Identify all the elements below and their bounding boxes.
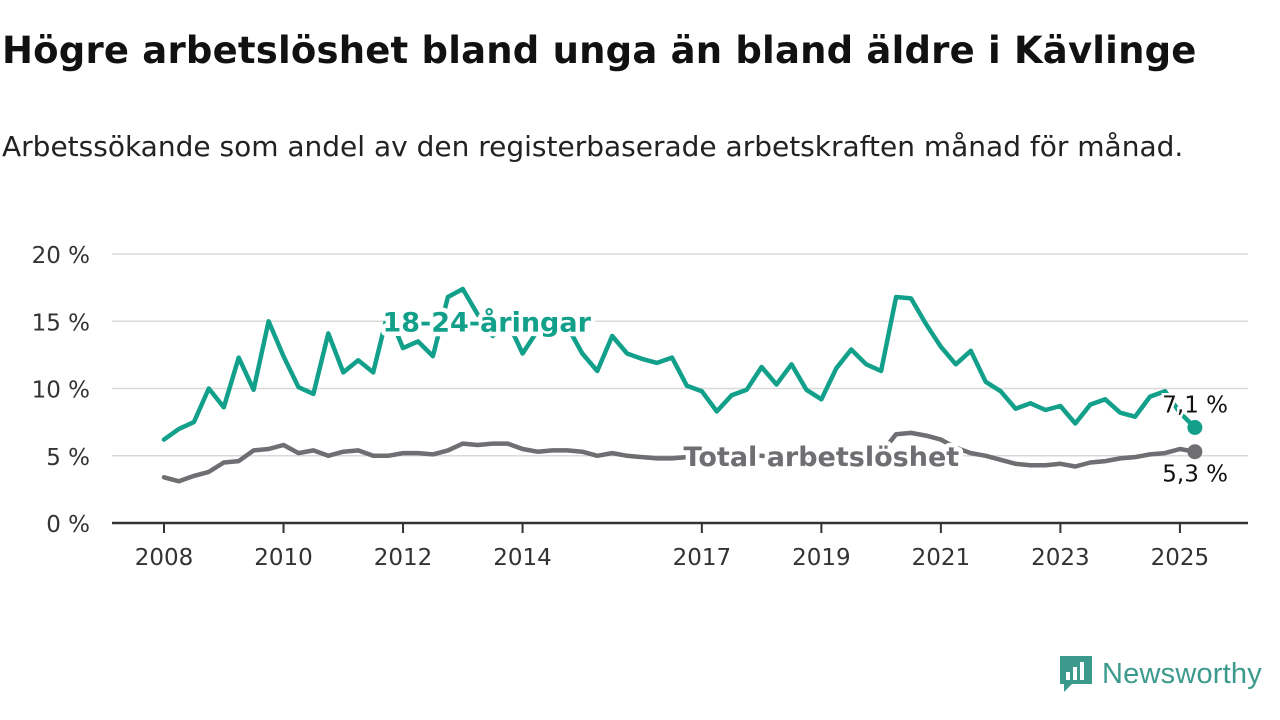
y-tick-label: 15 %: [32, 310, 90, 336]
x-tick-label: 2021: [912, 545, 971, 571]
series-line-youth: [161, 286, 1198, 442]
x-tick-label: 2014: [493, 545, 552, 571]
x-tick-label: 2017: [673, 545, 732, 571]
series-end-point: [1187, 444, 1203, 460]
series-lines: [161, 286, 1203, 484]
series-end-label: 5,3 %: [1162, 462, 1228, 488]
y-tick-label: 0 %: [46, 512, 90, 538]
y-tick-label: 20 %: [32, 243, 90, 269]
series-labels: 7,1 % 5,3 % 18-24-åringar Total arbetslöshe…: [378, 302, 1231, 490]
series-line-total: [161, 430, 1198, 484]
y-tick-label: 5 %: [46, 445, 90, 471]
x-tick-label: 2019: [792, 545, 851, 571]
x-tick-label: 2023: [1031, 545, 1090, 571]
chart-subtitle: Arbetssökande som andel av den registerb…: [2, 130, 1184, 163]
line-chart: 0 %5 %10 %15 %20 % 2008 2010 2012 2014 2017 2…: [32, 243, 1248, 571]
x-axis: 2008 2010 2012 2014 2017 2019 2021 2023 2025: [112, 521, 1248, 571]
series-inline-label: 18-24-åringar: [382, 306, 591, 338]
chart-title: Högre arbetslöshet bland unga än bland ä…: [2, 29, 1197, 72]
brand-name: Newsworthy: [1102, 657, 1262, 690]
y-axis: 0 % 5 % 10 % 15 % 20 %: [32, 243, 90, 538]
x-tick-label: 2025: [1151, 545, 1210, 571]
series-end-label: 7,1 %: [1162, 393, 1228, 419]
y-tick-label: 10 %: [32, 378, 90, 404]
newsworthy-chart-icon: [1060, 656, 1092, 692]
series-end-point: [1187, 420, 1203, 436]
x-tick-label: 2008: [135, 545, 194, 571]
newsworthy-logo: Newsworthy: [1058, 654, 1262, 694]
x-tick-label: 2012: [374, 545, 433, 571]
x-tick-label: 2010: [254, 545, 313, 571]
series-inline-label: Total arbetslöshet: [684, 442, 960, 473]
